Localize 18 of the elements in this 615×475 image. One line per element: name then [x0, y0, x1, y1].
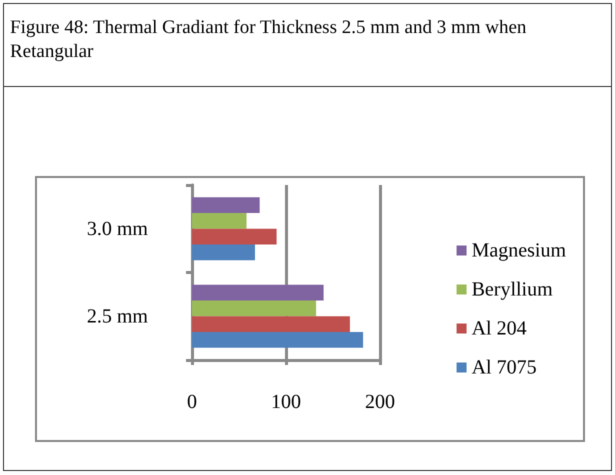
legend-label: Al 204: [472, 318, 527, 340]
bar: [192, 244, 255, 260]
bar: [192, 300, 316, 316]
x-tick-label: 200: [365, 391, 395, 413]
bar: [192, 213, 247, 229]
legend-label: Beryllium: [472, 278, 554, 300]
chart-title: Figure 48: Thermal Gradiant for Thickness 2.5 mm and 3 mm when Retangular: [4, 4, 611, 87]
bar: [192, 332, 364, 348]
bar: [192, 284, 324, 300]
legend-label: Magnesium: [472, 240, 566, 262]
y-tick-label: 3.0 mm: [86, 218, 148, 240]
x-tick-label: 0: [187, 391, 197, 413]
bar: [192, 316, 350, 332]
legend-label: Al 7075: [472, 356, 537, 378]
y-tick-label: 2.5 mm: [86, 305, 148, 328]
bar: [192, 197, 260, 213]
bar: [192, 228, 277, 244]
x-tick-label: 100: [271, 391, 301, 413]
